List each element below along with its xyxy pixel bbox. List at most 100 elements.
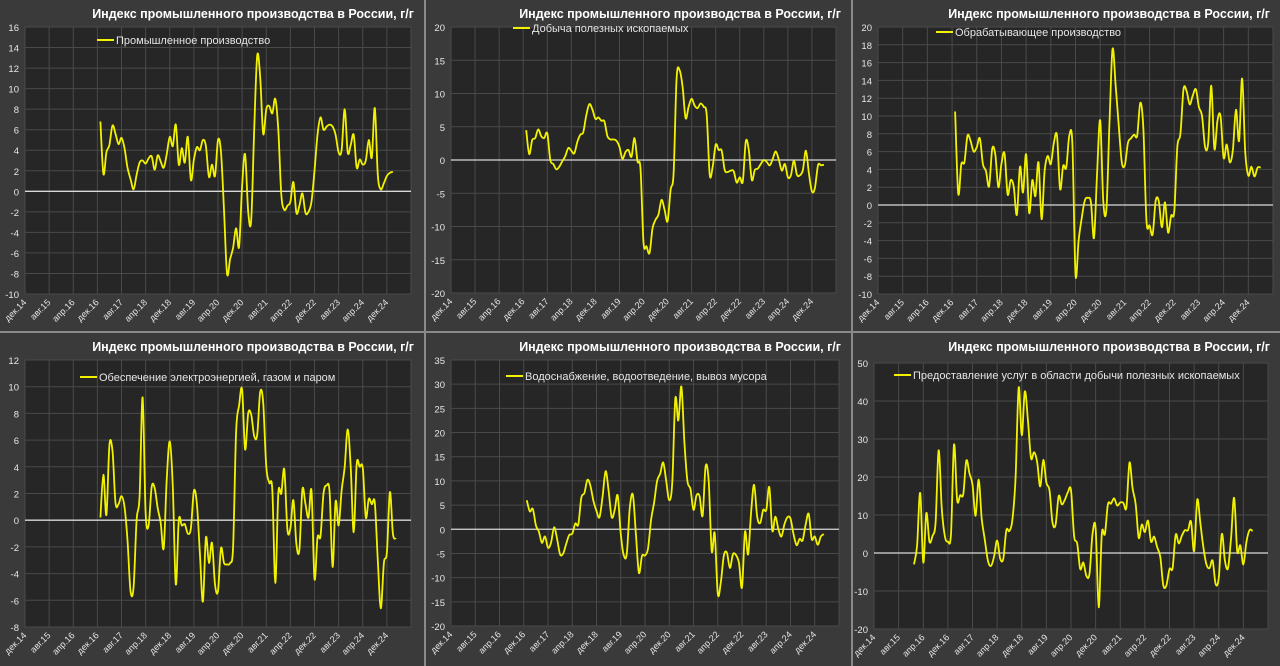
x-tick-label: апр.24: [340, 297, 366, 323]
y-tick-label: 15: [434, 56, 445, 67]
x-tick-label: апр.20: [195, 297, 221, 323]
y-tick-label: 10: [434, 90, 445, 101]
y-tick-label: 50: [857, 359, 868, 370]
x-tick-label: дек.18: [999, 632, 1025, 658]
y-tick-label: 14: [861, 76, 872, 87]
x-tick-label: дек.20: [1073, 632, 1099, 658]
y-tick-label: 0: [863, 549, 868, 560]
y-tick-label: 0: [440, 525, 445, 536]
chart-title: Индекс промышленного производства в Росс…: [92, 7, 414, 21]
y-tick-label: -20: [431, 622, 445, 633]
y-tick-label: 10: [434, 477, 445, 488]
y-tick-label: -10: [431, 223, 445, 234]
x-tick-label: апр.16: [900, 632, 926, 658]
legend-label: Обрабатывающее производство: [955, 27, 1121, 39]
x-tick-label: авг.17: [101, 630, 125, 654]
y-tick-label: -2: [11, 208, 19, 219]
y-tick-label: -2: [11, 543, 19, 554]
x-tick-label: авг.19: [598, 296, 622, 320]
y-tick-label: -4: [11, 570, 19, 581]
x-tick-label: апр.24: [765, 296, 791, 322]
y-tick-label: 10: [8, 383, 19, 394]
x-tick-label: дек.16: [75, 297, 101, 323]
y-tick-label: 20: [434, 429, 445, 440]
chart-title: Индекс промышленного производства в Росс…: [519, 340, 841, 354]
x-tick-label: авг.23: [318, 297, 342, 321]
legend-label: Добыча полезных ископаемых: [532, 23, 689, 35]
x-tick-label: дек.14: [428, 629, 454, 655]
x-tick-label: дек.14: [853, 632, 877, 658]
y-tick-label: -8: [11, 269, 19, 280]
y-tick-label: 20: [861, 23, 872, 34]
x-tick-label: авг.21: [245, 297, 269, 321]
panel-divider: [0, 331, 1280, 333]
x-tick-label: авг.19: [1030, 297, 1054, 321]
chart-panel-mining: -20 -15 -10 -5 0 5 10 15 20 дек.14 авг.15 апр.16 дек…: [426, 0, 851, 331]
x-tick-label: дек.22: [717, 296, 743, 322]
x-tick-label: апр.24: [340, 630, 366, 656]
y-tick-label: 40: [857, 397, 868, 408]
x-tick-label: дек.22: [292, 297, 318, 323]
x-tick-label: апр.16: [476, 296, 502, 322]
y-tick-label: 10: [857, 511, 868, 522]
y-tick-label: 30: [857, 435, 868, 446]
x-tick-label: апр.16: [50, 297, 76, 323]
y-tick-label: 0: [867, 201, 872, 212]
y-tick-label: -4: [11, 228, 19, 239]
chart-title: Индекс промышленного производства в Росс…: [519, 7, 841, 21]
x-tick-label: апр.20: [1048, 632, 1074, 658]
y-tick-label: -10: [854, 587, 868, 598]
legend-label: Промышленное производство: [116, 35, 270, 47]
y-tick-label: 10: [8, 85, 19, 96]
y-tick-label: -4: [864, 237, 872, 248]
y-tick-label: -2: [864, 219, 872, 230]
x-tick-label: дек.18: [147, 630, 173, 656]
y-tick-label: -8: [11, 623, 19, 634]
y-tick-label: 5: [440, 123, 445, 134]
x-tick-label: апр.20: [195, 630, 221, 656]
x-tick-label: апр.22: [267, 630, 293, 656]
y-tick-label: 4: [867, 165, 872, 176]
x-tick-label: авг.21: [245, 630, 269, 654]
x-tick-label: авг.17: [952, 632, 976, 656]
x-tick-label: дек.14: [2, 297, 28, 323]
series-line: [99, 52, 394, 277]
x-tick-label: авг.15: [28, 297, 52, 321]
y-tick-label: -10: [858, 290, 872, 301]
x-tick-label: авг.17: [101, 297, 125, 321]
y-tick-label: -10: [431, 574, 445, 585]
x-tick-label: авг.17: [527, 629, 551, 653]
x-tick-label: дек.20: [1078, 297, 1104, 323]
series-line: [954, 47, 1261, 279]
y-tick-label: 15: [434, 453, 445, 464]
y-tick-label: 0: [14, 187, 19, 198]
y-tick-label: -6: [11, 596, 19, 607]
x-tick-label: авг.15: [28, 630, 52, 654]
x-tick-label: дек.24: [364, 630, 390, 656]
y-tick-label: -15: [431, 256, 445, 267]
x-tick-label: авг.23: [1178, 297, 1202, 321]
x-tick-label: дек.18: [1004, 297, 1030, 323]
y-tick-label: 12: [8, 356, 19, 367]
x-tick-label: апр.24: [1196, 632, 1222, 658]
series-line: [99, 386, 397, 610]
x-tick-label: апр.18: [548, 296, 574, 322]
y-tick-label: 12: [8, 64, 19, 75]
y-tick-label: 5: [440, 501, 445, 512]
x-tick-label: дек.20: [220, 297, 246, 323]
legend-label: Водоснабжение, водоотведение, вывоз мусо…: [525, 371, 768, 383]
series-line: [525, 385, 825, 598]
x-tick-label: дек.24: [792, 629, 818, 655]
x-tick-label: авг.23: [745, 629, 769, 653]
x-tick-label: авг.23: [318, 630, 342, 654]
x-tick-label: дек.22: [1147, 632, 1173, 658]
y-tick-label: 16: [861, 59, 872, 70]
x-tick-label: апр.22: [695, 629, 721, 655]
x-tick-label: дек.16: [925, 632, 951, 658]
x-tick-label: авг.15: [454, 629, 478, 653]
y-tick-label: 6: [14, 436, 19, 447]
legend-label: Обеспечение электроэнергией, газом и пар…: [99, 372, 335, 384]
x-tick-label: авг.21: [1099, 632, 1123, 656]
